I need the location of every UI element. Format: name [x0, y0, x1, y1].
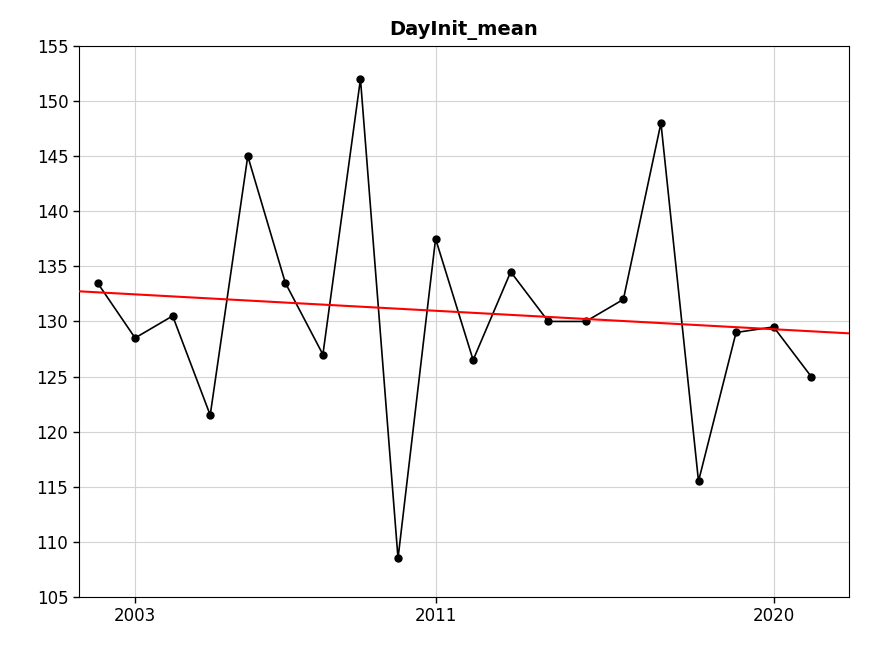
Title: DayInit_mean: DayInit_mean [389, 20, 538, 40]
